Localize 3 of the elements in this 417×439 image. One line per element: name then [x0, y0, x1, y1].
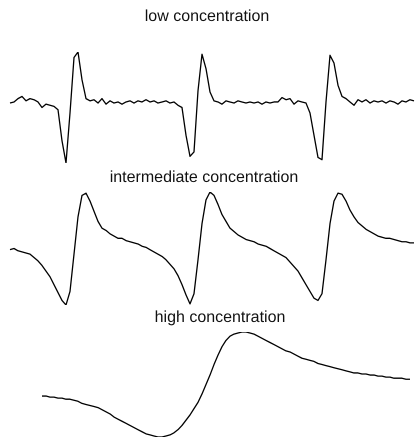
chart-title: low concentration [144, 8, 270, 26]
chart-title: intermediate concentration [110, 169, 298, 187]
chart-title: high concentration [154, 309, 286, 327]
